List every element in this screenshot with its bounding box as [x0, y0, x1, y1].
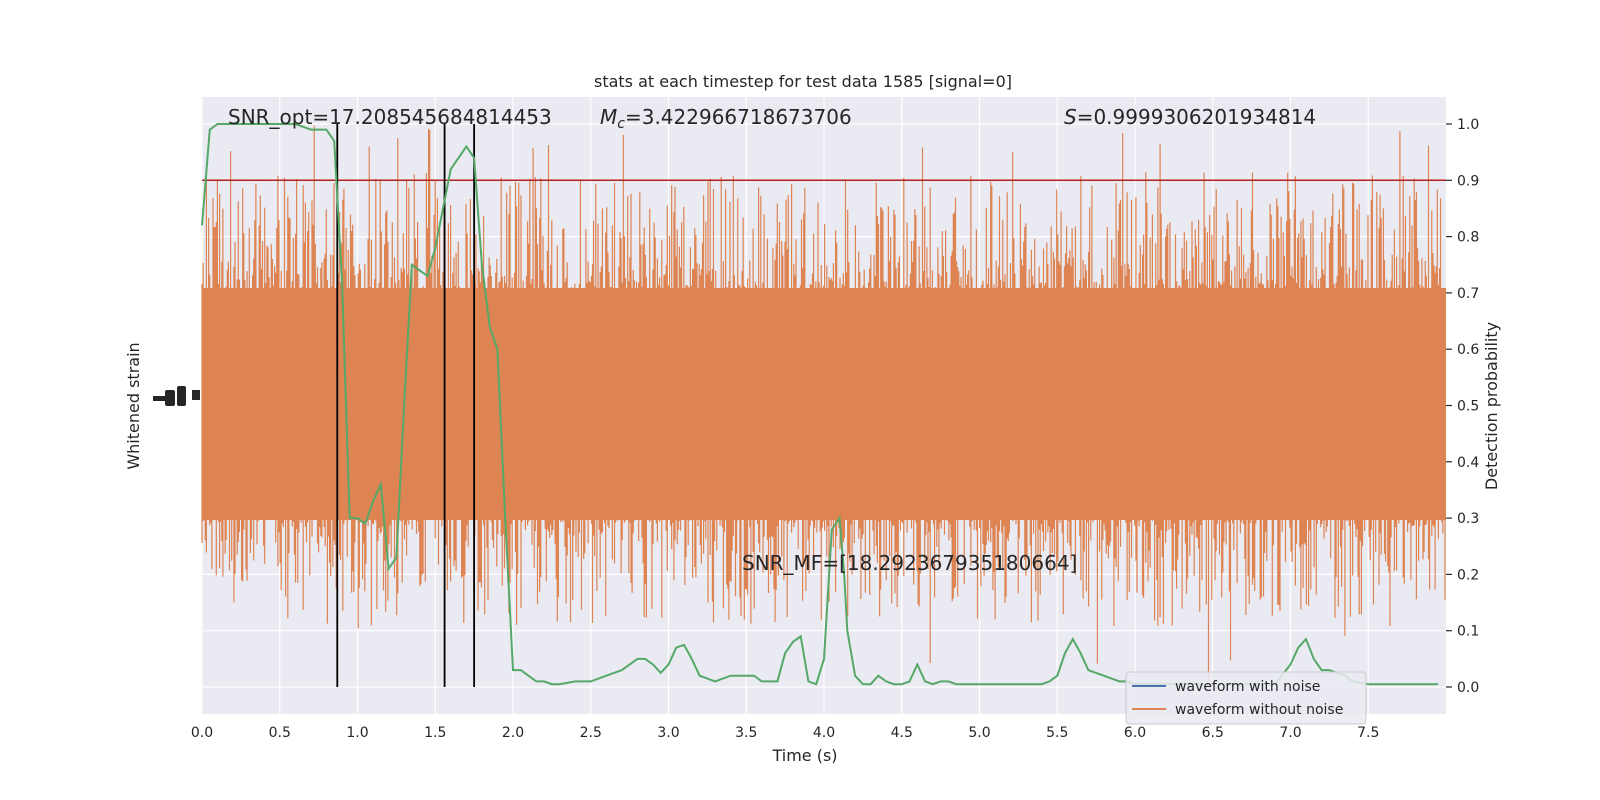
chart-title: stats at each timestep for test data 158…: [594, 72, 1012, 91]
x-tick-label: 5.0: [968, 725, 990, 741]
x-axis-label: Time (s): [771, 746, 837, 765]
legend-label-waveform-with-noise: waveform with noise: [1175, 679, 1320, 695]
x-tick-label: 2.0: [502, 725, 524, 741]
mc-subscript: c: [617, 116, 625, 132]
x-tick-label: 7.0: [1279, 725, 1301, 741]
x-tick-label: 7.5: [1357, 725, 1379, 741]
annotation-snr-opt: SNR_opt=17.208545684814453: [228, 105, 552, 129]
y-tick-label-right: 1.0: [1457, 117, 1479, 133]
left-tick-mark: [177, 386, 186, 406]
x-tick-label: 1.5: [424, 725, 446, 741]
s-symbol: S: [1064, 105, 1077, 129]
legend-box: [1125, 671, 1367, 725]
waveform-without-noise: [201, 125, 1446, 682]
x-tick-label: 1.0: [346, 725, 368, 741]
y-tick-label-right: 0.0: [1457, 680, 1479, 696]
x-tick-label: 2.5: [580, 725, 602, 741]
left-tick-mark: [192, 390, 200, 400]
y-tick-label-right: 0.3: [1457, 511, 1479, 527]
x-tick-label: 5.5: [1046, 725, 1068, 741]
mc-symbol: M: [600, 105, 617, 129]
y-axis-left-label: Whitened strain: [124, 342, 143, 469]
annotation-chirp-mass: Mc=3.422966718673706: [600, 105, 852, 132]
s-value: =0.9999306201934814: [1077, 105, 1316, 129]
x-tick-label: 6.5: [1202, 725, 1224, 741]
x-tick-label: 6.0: [1124, 725, 1146, 741]
legend: waveform with noise waveform without noi…: [1125, 671, 1367, 725]
x-tick-label: 3.5: [735, 725, 757, 741]
y-tick-label-right: 0.9: [1457, 173, 1479, 189]
left-tick-mark: [153, 396, 165, 401]
x-tick-label: 4.5: [891, 725, 913, 741]
annotation-snr-mf: SNR_MF=[18.292367935180664]: [742, 551, 1077, 575]
legend-label-waveform-without-noise: waveform without noise: [1175, 702, 1343, 718]
left-tick-mark: [165, 390, 175, 406]
y-tick-label-right: 0.8: [1457, 230, 1479, 246]
mc-value: =3.422966718673706: [625, 105, 852, 129]
x-tick-label: 0.0: [191, 725, 213, 741]
x-tick-label: 0.5: [269, 725, 291, 741]
annotation-score: S=0.9999306201934814: [1064, 105, 1316, 129]
y-tick-label-right: 0.6: [1457, 342, 1479, 358]
y-tick-label-right: 0.5: [1457, 399, 1479, 415]
left-axis-tick-clump: [153, 386, 200, 406]
y-tick-label-right: 0.1: [1457, 624, 1479, 640]
x-tick-label: 4.0: [813, 725, 835, 741]
y-axis-right-label: Detection probability: [1482, 322, 1501, 490]
x-tick-label: 3.0: [657, 725, 679, 741]
y-tick-label-right: 0.4: [1457, 455, 1479, 471]
y-tick-label-right: 0.2: [1457, 567, 1479, 583]
y-tick-label-right: 0.7: [1457, 286, 1479, 302]
